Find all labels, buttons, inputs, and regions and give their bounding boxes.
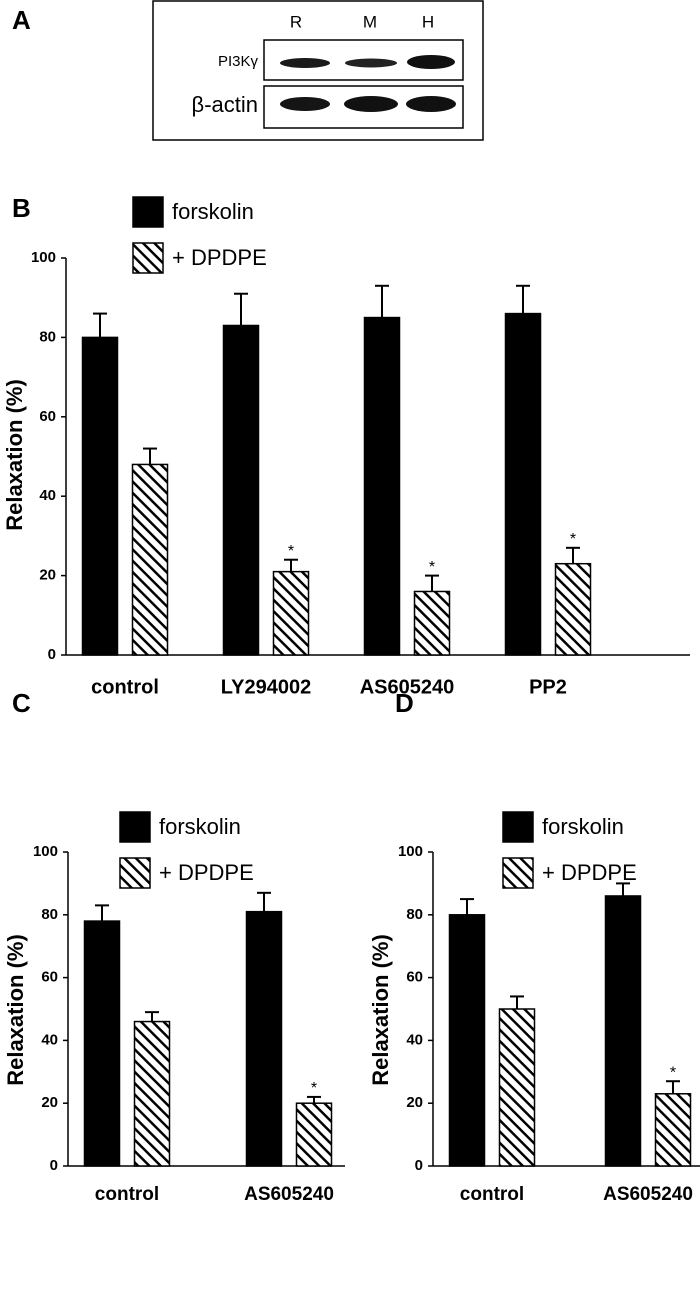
bar (498, 1008, 536, 1167)
y-tick-label: 20 (39, 567, 56, 584)
lane-label: R (290, 12, 302, 31)
x-tick-label: control (95, 1184, 159, 1205)
y-axis-label: Relaxation (%) (368, 934, 393, 1086)
blot-frame (152, 0, 484, 141)
y-tick-label: 0 (415, 1157, 423, 1174)
band (345, 58, 397, 68)
x-tick-label: LY294002 (221, 676, 311, 698)
bar (413, 590, 451, 656)
legend-swatch (132, 242, 164, 274)
legend-swatch (502, 811, 534, 843)
bar (131, 463, 169, 656)
x-tick-label: AS605240 (244, 1184, 334, 1205)
x-tick-label: PP2 (529, 676, 567, 698)
legend-swatch (119, 811, 151, 843)
bar (133, 1020, 171, 1167)
panel-label: A (12, 5, 31, 35)
bar (554, 562, 592, 656)
bar (363, 316, 401, 656)
legend-label: + DPDPE (159, 860, 254, 885)
row-label: PI3Kγ (218, 53, 259, 70)
band (280, 58, 330, 68)
y-tick-label: 80 (39, 328, 56, 345)
y-tick-label: 40 (39, 487, 56, 504)
y-tick-label: 0 (48, 646, 56, 663)
legend-swatch (119, 857, 151, 889)
bar (81, 336, 119, 656)
y-tick-label: 60 (406, 969, 423, 986)
band (280, 97, 330, 111)
bar (504, 312, 542, 656)
y-tick-label: 20 (406, 1094, 423, 1111)
bar (448, 914, 486, 1167)
row-label: β-actin (192, 92, 258, 117)
y-tick-label: 100 (398, 843, 423, 860)
x-tick-label: AS605240 (360, 676, 455, 698)
significance-mark: * (670, 1064, 676, 1081)
y-tick-label: 40 (41, 1031, 58, 1048)
bar (83, 920, 121, 1167)
bar (222, 324, 260, 656)
lane-label: M (363, 12, 377, 31)
y-tick-label: 80 (406, 906, 423, 923)
significance-mark: * (311, 1080, 317, 1097)
y-tick-label: 80 (41, 906, 58, 923)
y-tick-label: 60 (41, 969, 58, 986)
bar (654, 1093, 692, 1167)
band (406, 96, 456, 112)
legend-label: forskolin (542, 814, 624, 839)
panel-label: D (395, 688, 414, 718)
significance-mark: * (570, 531, 576, 548)
significance-mark: * (288, 543, 294, 560)
band (344, 96, 398, 112)
y-tick-label: 60 (39, 408, 56, 425)
y-tick-label: 20 (41, 1094, 58, 1111)
y-tick-label: 100 (31, 249, 56, 266)
y-tick-label: 40 (406, 1031, 423, 1048)
band (407, 55, 455, 69)
x-tick-label: control (460, 1184, 524, 1205)
significance-mark: * (429, 559, 435, 576)
y-tick-label: 100 (33, 843, 58, 860)
legend-swatch (132, 196, 164, 228)
panel-label: C (12, 688, 31, 718)
bar (604, 895, 642, 1167)
panel-label: B (12, 193, 31, 223)
y-axis-label: Relaxation (%) (3, 934, 28, 1086)
x-tick-label: AS605240 (603, 1184, 693, 1205)
legend-label: + DPDPE (172, 245, 267, 270)
bar (245, 910, 283, 1167)
legend-label: forskolin (172, 199, 254, 224)
y-tick-label: 0 (50, 1157, 58, 1174)
bar (272, 570, 310, 656)
y-axis-label: Relaxation (%) (2, 379, 27, 531)
lane-label: H (422, 12, 434, 31)
x-tick-label: control (91, 676, 159, 698)
legend-swatch (502, 857, 534, 889)
legend-label: forskolin (159, 814, 241, 839)
bar (295, 1102, 333, 1167)
legend-label: + DPDPE (542, 860, 637, 885)
